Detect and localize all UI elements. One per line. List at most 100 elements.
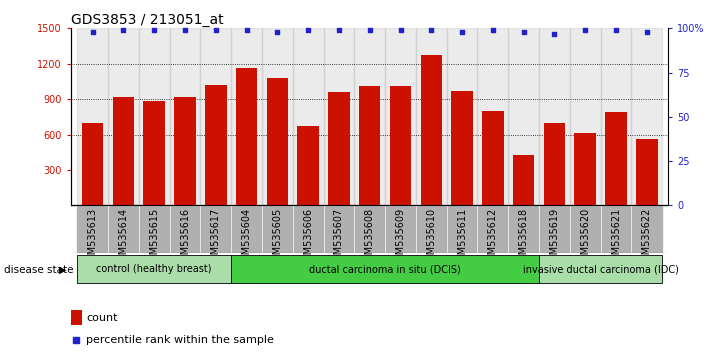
Bar	[297, 126, 319, 205]
Bar	[385, 28, 416, 205]
Text: GSM535613: GSM535613	[87, 208, 97, 267]
Bar	[236, 68, 257, 205]
Bar	[231, 28, 262, 205]
Bar	[267, 78, 288, 205]
Text: invasive ductal carcinoma (IDC): invasive ductal carcinoma (IDC)	[523, 264, 678, 274]
Text: GSM535618: GSM535618	[518, 208, 529, 267]
Bar	[144, 102, 165, 205]
Bar	[508, 205, 539, 253]
Bar	[201, 205, 231, 253]
Bar	[420, 56, 442, 205]
Text: GSM535616: GSM535616	[180, 208, 190, 267]
Text: GSM535611: GSM535611	[457, 208, 467, 267]
Text: GSM535617: GSM535617	[210, 208, 221, 267]
Bar	[451, 91, 473, 205]
Bar	[293, 28, 324, 205]
Point	[456, 29, 468, 35]
Bar	[77, 28, 108, 205]
Bar	[77, 205, 108, 253]
Text: GSM535612: GSM535612	[488, 208, 498, 267]
Bar	[174, 97, 196, 205]
Point	[610, 27, 621, 33]
Bar	[293, 205, 324, 253]
Point	[426, 27, 437, 33]
Bar	[478, 28, 508, 205]
Bar	[601, 28, 631, 205]
Bar	[262, 205, 293, 253]
Bar	[513, 155, 535, 205]
Bar	[205, 85, 227, 205]
Point	[641, 29, 653, 35]
Bar	[390, 86, 411, 205]
Bar	[231, 255, 539, 283]
Bar	[539, 205, 570, 253]
Bar	[112, 97, 134, 205]
Bar	[539, 255, 662, 283]
Point	[395, 27, 406, 33]
Point	[579, 27, 591, 33]
Bar	[601, 205, 631, 253]
Point	[179, 27, 191, 33]
Bar	[139, 28, 170, 205]
Point	[487, 27, 498, 33]
Bar	[605, 112, 627, 205]
Bar	[574, 133, 596, 205]
Bar	[416, 28, 447, 205]
Point	[71, 337, 82, 343]
Text: ductal carcinoma in situ (DCIS): ductal carcinoma in situ (DCIS)	[309, 264, 461, 274]
Text: GSM535621: GSM535621	[611, 208, 621, 267]
Bar	[636, 139, 658, 205]
Text: GDS3853 / 213051_at: GDS3853 / 213051_at	[71, 13, 224, 27]
Bar	[631, 205, 662, 253]
Text: GSM535609: GSM535609	[395, 208, 405, 267]
Bar	[508, 28, 539, 205]
Text: GSM535607: GSM535607	[334, 208, 344, 267]
Bar	[544, 123, 565, 205]
Point	[87, 29, 98, 35]
Bar	[262, 28, 293, 205]
Point	[302, 27, 314, 33]
Bar	[478, 205, 508, 253]
Text: GSM535620: GSM535620	[580, 208, 590, 267]
Bar	[539, 28, 570, 205]
Text: GSM535622: GSM535622	[642, 208, 652, 267]
Point	[241, 27, 252, 33]
Bar	[570, 205, 601, 253]
Point	[549, 31, 560, 36]
Text: GSM535608: GSM535608	[365, 208, 375, 267]
Text: GSM535605: GSM535605	[272, 208, 282, 267]
Bar	[231, 205, 262, 253]
Bar	[416, 205, 447, 253]
Text: GSM535604: GSM535604	[242, 208, 252, 267]
Bar	[71, 310, 82, 325]
Bar	[447, 205, 478, 253]
Point	[518, 29, 529, 35]
Bar	[108, 205, 139, 253]
Text: count: count	[86, 313, 117, 323]
Bar	[359, 86, 380, 205]
Point	[364, 27, 375, 33]
Bar	[354, 28, 385, 205]
Text: GSM535614: GSM535614	[119, 208, 129, 267]
Text: GSM535615: GSM535615	[149, 208, 159, 267]
Text: GSM535606: GSM535606	[303, 208, 313, 267]
Bar	[324, 205, 354, 253]
Point	[149, 27, 160, 33]
Point	[210, 27, 222, 33]
Bar	[82, 123, 103, 205]
Bar	[77, 255, 231, 283]
Bar	[631, 28, 662, 205]
Bar	[354, 205, 385, 253]
Point	[272, 29, 283, 35]
Bar	[324, 28, 354, 205]
Text: disease state: disease state	[4, 265, 73, 275]
Bar	[328, 92, 350, 205]
Text: control (healthy breast): control (healthy breast)	[97, 264, 212, 274]
Point	[333, 27, 345, 33]
Point	[118, 27, 129, 33]
Bar	[108, 28, 139, 205]
Bar	[201, 28, 231, 205]
Bar	[447, 28, 478, 205]
Text: percentile rank within the sample: percentile rank within the sample	[86, 335, 274, 346]
Text: GSM535610: GSM535610	[427, 208, 437, 267]
